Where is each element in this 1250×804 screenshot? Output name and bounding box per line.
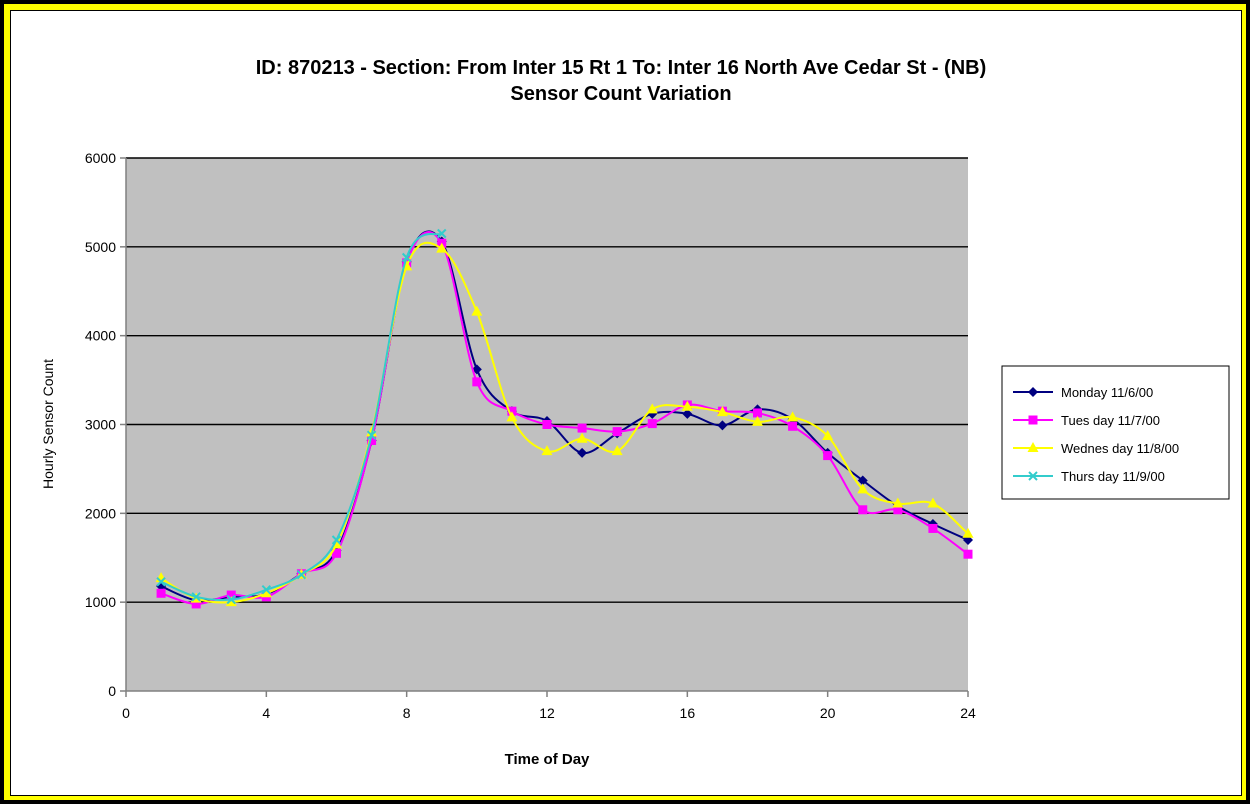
data-point (857, 475, 868, 486)
data-point (787, 411, 799, 422)
data-point (858, 505, 868, 515)
data-point (331, 535, 342, 545)
y-tick-label: 6000 (85, 150, 116, 166)
series-4 (156, 228, 447, 605)
legend-marker (1028, 415, 1038, 425)
data-point (156, 577, 166, 587)
legend-marker (1027, 442, 1039, 452)
data-point (893, 505, 903, 515)
data-point (753, 408, 762, 418)
line-chart: ID: 870213 - Section: From Inter 15 Rt 1… (40, 57, 1230, 768)
legend-label: Monday 11/6/00 (1061, 385, 1153, 400)
data-point (963, 549, 973, 559)
legend-item: Tues day 11/7/00 (1013, 413, 1160, 428)
data-point (436, 242, 448, 253)
data-point (612, 427, 622, 437)
y-tick-label: 1000 (85, 594, 116, 610)
x-tick-label: 12 (539, 705, 555, 721)
x-tick-label: 16 (680, 705, 696, 721)
legend-item: Wednes day 11/8/00 (1013, 441, 1179, 456)
data-point (647, 419, 657, 429)
x-tick-label: 24 (960, 705, 976, 721)
data-point (716, 406, 728, 417)
legend-marker (1028, 387, 1038, 397)
x-tick-label: 0 (122, 705, 130, 721)
data-point (576, 432, 588, 443)
data-point (541, 445, 553, 456)
legend-marker (1028, 471, 1038, 481)
data-point (927, 497, 939, 508)
data-point (506, 411, 518, 422)
data-point (892, 497, 904, 508)
data-point (646, 403, 658, 414)
data-point (752, 415, 763, 426)
data-point (611, 445, 623, 456)
y-tick-label: 2000 (85, 505, 116, 521)
y-tick-label: 0 (108, 683, 116, 699)
data-point (822, 430, 834, 441)
chart-title: ID: 870213 - Section: From Inter 15 Rt 1… (256, 57, 987, 79)
data-point (471, 305, 483, 316)
legend-item: Thurs day 11/9/00 (1013, 469, 1165, 484)
chart-area: ID: 870213 - Section: From Inter 15 Rt 1… (10, 10, 1242, 796)
legend-label: Thurs day 11/9/00 (1061, 469, 1165, 484)
data-point (681, 400, 693, 411)
data-point (367, 435, 377, 445)
data-point (156, 588, 166, 598)
legend-label: Tues day 11/7/00 (1061, 413, 1160, 428)
data-point (788, 421, 798, 431)
data-point (225, 596, 237, 607)
y-tick-label: 4000 (85, 328, 116, 344)
series-line (160, 232, 443, 602)
data-point (507, 406, 517, 416)
data-point (296, 569, 307, 580)
data-point (261, 585, 272, 595)
data-point (577, 423, 587, 433)
data-point (366, 430, 377, 440)
legend: Monday 11/6/00 Tues day 11/7/00 Wednes day… (1001, 365, 1230, 500)
data-point (260, 587, 272, 598)
data-point (928, 523, 938, 533)
x-axis-ticks: 0 4 8 12 16 20 24 (122, 691, 976, 721)
y-axis-ticks: 0 1000 2000 3000 4000 5000 6000 (85, 150, 126, 699)
x-tick-label: 4 (262, 705, 270, 721)
y-tick-label: 5000 (85, 239, 116, 255)
data-point (962, 527, 974, 538)
data-point (332, 548, 341, 558)
data-point (577, 447, 588, 458)
data-point (542, 420, 552, 429)
series-layer (155, 228, 974, 609)
legend-item: Monday 11/6/00 (1013, 385, 1153, 400)
data-point (682, 408, 693, 419)
legend-label: Wednes day 11/8/00 (1061, 441, 1179, 456)
data-point (226, 594, 236, 605)
y-axis-label: Hourly Sensor Count (40, 359, 56, 489)
data-point (401, 252, 412, 263)
data-point (226, 590, 236, 600)
data-point (823, 451, 833, 461)
data-point (472, 377, 482, 387)
data-point (717, 420, 728, 431)
data-point (437, 228, 447, 239)
data-point (191, 592, 201, 602)
data-point (857, 483, 869, 494)
data-point (191, 599, 201, 609)
x-tick-label: 20 (820, 705, 836, 721)
y-tick-label: 3000 (85, 417, 116, 433)
x-tick-label: 8 (403, 705, 411, 721)
x-axis-label: Time of Day (505, 751, 590, 768)
chart-subtitle: Sensor Count Variation (510, 83, 731, 105)
